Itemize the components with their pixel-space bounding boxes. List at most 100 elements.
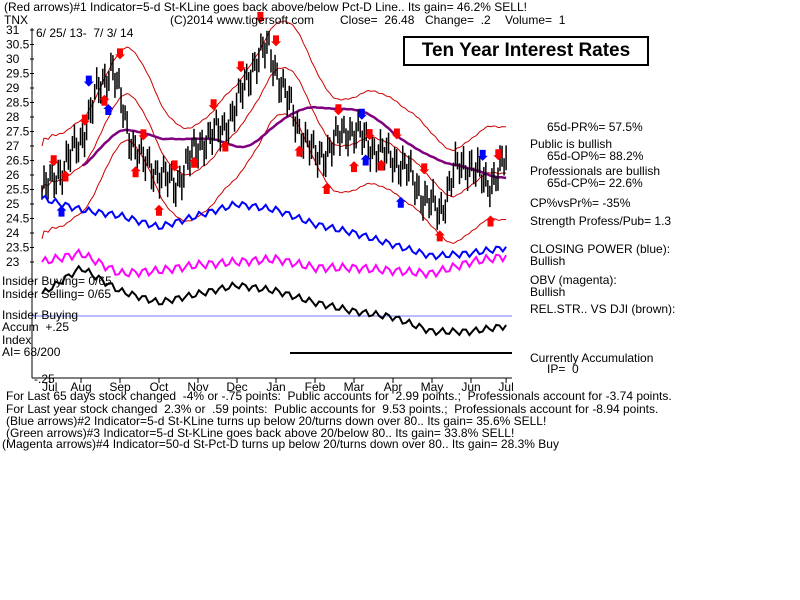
obv-line (41, 248, 507, 280)
buy-arrow-icon (56, 205, 67, 217)
y-tick-label: 28.5 (6, 96, 30, 110)
y-tick-label: 24.5 (6, 212, 30, 226)
volume-label: Volume= 1 (505, 13, 566, 27)
buy-arrow-icon (154, 204, 164, 216)
y-tick-label: 28 (6, 110, 20, 124)
buy-arrow-icon (220, 140, 231, 152)
sell-arrow-icon (419, 163, 430, 175)
x-tick-label: Oct (150, 380, 169, 394)
sell-arrow-icon (493, 149, 504, 161)
public-bullish-label: Public is bullish (530, 137, 613, 151)
change-label: Change= .2 (425, 13, 491, 27)
y-tick-label: 26.5 (6, 154, 30, 168)
sell-arrow-icon (79, 114, 90, 126)
sell-arrow-icon (48, 155, 59, 167)
copyright-label: (C)2014 www.tigersoft.com (170, 13, 315, 27)
buy-arrow-icon (360, 154, 371, 166)
pr-label: 65d-PR%= 57.5% (547, 120, 643, 134)
insider-buying-axis-label: Insider Buying (2, 308, 79, 322)
footer-line-3: (Blue arrows)#2 Indicator=5-d St-KLine t… (6, 414, 547, 428)
x-tick-label: Dec (226, 380, 247, 394)
buy-arrow-icon (99, 94, 110, 106)
sell-arrow-icon (356, 108, 367, 120)
x-tick-label: Apr (384, 380, 403, 394)
cp-label: 65d-CP%= 22.6% (547, 176, 643, 190)
buy-arrow-icon (130, 166, 141, 178)
sell-arrow-icon (255, 11, 266, 23)
moving-average-line (81, 105, 507, 180)
sell-arrow-icon (169, 160, 180, 172)
footer-line-1: For Last 65 days stock changed -4% or -.… (6, 389, 672, 403)
buy-arrow-icon (485, 215, 496, 227)
footer-line-4: (Green arrows)#3 Indicator=5-d St-KLine … (6, 426, 515, 440)
sell-arrow-icon (235, 61, 246, 73)
y-tick-label: 30.5 (6, 38, 30, 52)
x-tick-label: Jun (461, 380, 480, 394)
buy-arrow-icon (60, 170, 71, 182)
accum-minus-label: -.25 (34, 372, 55, 386)
accumulation-label: Currently Accumulation (530, 351, 654, 365)
x-tick-label: Aug (70, 380, 91, 394)
y-tick-label: 29.5 (6, 67, 30, 81)
x-tick-label: Sep (109, 380, 131, 394)
x-tick-label: May (421, 380, 444, 394)
y-tick-label: 24 (6, 226, 20, 240)
ip-label: IP= 0 (547, 362, 579, 376)
buy-arrow-icon (434, 230, 445, 242)
buy-arrow-icon (349, 161, 359, 173)
sell-arrow-icon (271, 35, 281, 47)
footer-line-2: For Last year stock changed 2.3% or .59 … (6, 402, 659, 416)
closing-power-value: Bullish (530, 254, 566, 268)
x-tick-label: Jul (42, 380, 57, 394)
y-tick-label: 23 (6, 255, 20, 269)
y-tick-label: 30 (6, 52, 20, 66)
chart-title: Ten Year Interest Rates (403, 36, 649, 66)
sell-arrow-icon (391, 128, 402, 140)
closing-power-line (41, 194, 507, 261)
x-tick-label: Jan (266, 380, 285, 394)
x-tick-label: Mar (344, 380, 365, 394)
sell-arrow-icon (477, 149, 488, 161)
relstr-label: REL.STR.. VS DJI (brown): (530, 302, 676, 316)
sell-arrow-icon (83, 75, 94, 87)
x-tick-label: Feb (305, 380, 326, 394)
buy-arrow-icon (103, 104, 114, 116)
buy-arrow-icon (189, 156, 200, 168)
insider-selling-label: Insider Selling= 0/65 (2, 287, 112, 301)
buy-arrow-icon (376, 159, 387, 171)
sell-arrow-icon (115, 48, 125, 60)
y-tick-label: 29 (6, 81, 20, 95)
date-range-label: 6/ 25/ 13- 7/ 3/ 14 (36, 26, 134, 40)
y-tick-label: 26 (6, 168, 20, 182)
x-tick-label: Jul (498, 380, 513, 394)
strength-label: Strength Profess/Pub= 1.3 (530, 214, 672, 228)
relstr-line (41, 264, 507, 337)
y-tick-label: 23.5 (6, 241, 30, 255)
buy-arrow-icon (321, 183, 332, 195)
obv-value: Bullish (530, 285, 566, 299)
sell-arrow-icon (333, 104, 344, 116)
obv-label: OBV (magenta): (530, 273, 617, 287)
y-tick-label: 27 (6, 139, 20, 153)
cpvspr-label: CP%vsPr%= -35% (530, 196, 631, 210)
sell-arrow-icon (208, 99, 219, 111)
y-tick-label: 31 (6, 23, 20, 37)
sell-arrow-icon (138, 129, 149, 141)
close-label: Close= 26.48 (340, 13, 415, 27)
insider-buying-label: Insider Buying= 0/65 (2, 274, 112, 288)
op-label: 65d-OP%= 88.2% (547, 149, 644, 163)
closing-power-label: CLOSING POWER (blue): (530, 242, 671, 256)
pros-bullish-label: Professionals are bullish (530, 164, 661, 178)
sell-arrow-icon (364, 129, 375, 141)
y-tick-label: 25.5 (6, 183, 30, 197)
buy-arrow-icon (395, 196, 406, 208)
indicator-1-text: (Red arrows)#1 Indicator=5-d St-KLine go… (4, 0, 527, 14)
footer-line-5: (Magenta arrows)#4 Indicator=50-d St-Pct… (2, 437, 559, 451)
y-tick-label: 25 (6, 197, 20, 211)
buy-arrow-icon (294, 145, 305, 157)
ticker-label: TNX (4, 13, 28, 27)
index-label: Index (2, 333, 32, 347)
x-tick-label: Nov (187, 380, 208, 394)
accum-label: Accum +.25 (2, 320, 70, 334)
